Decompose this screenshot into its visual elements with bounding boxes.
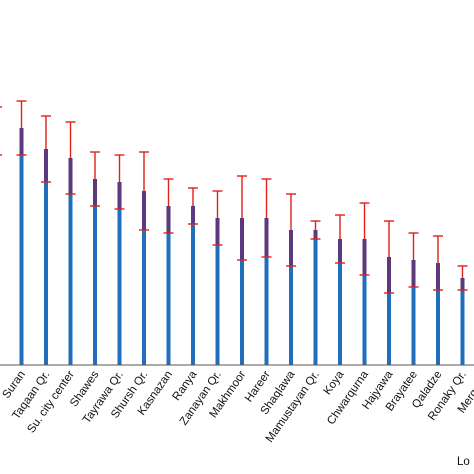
bar-error-overlap xyxy=(313,230,318,239)
bar-error-overlap xyxy=(338,239,342,263)
bar-error-overlap xyxy=(436,263,440,290)
error-bar xyxy=(65,121,76,195)
bar xyxy=(44,149,48,365)
bar xyxy=(68,158,73,365)
error-bar xyxy=(41,115,51,183)
bar-error-overlap xyxy=(411,260,416,287)
error-bar xyxy=(359,202,370,276)
bar-error-overlap xyxy=(166,206,171,233)
error-bar xyxy=(433,235,443,291)
bar-error-overlap xyxy=(117,182,122,209)
bar-error-overlap xyxy=(362,239,367,275)
error-bar xyxy=(408,232,419,288)
bar xyxy=(460,278,465,365)
error-bar xyxy=(163,178,174,234)
error-bar xyxy=(212,190,223,246)
error-bar xyxy=(384,220,394,294)
bar-error-overlap xyxy=(44,149,48,182)
bar xyxy=(166,206,171,365)
error-bar xyxy=(114,154,125,210)
error-bar xyxy=(188,187,198,225)
error-bar xyxy=(310,220,321,240)
bar-error-overlap xyxy=(460,278,465,290)
bar xyxy=(191,206,195,365)
category-label: Koya xyxy=(322,368,347,397)
bar-error-overlap xyxy=(387,257,391,293)
bar-error-overlap xyxy=(191,206,195,224)
bar xyxy=(19,128,24,365)
bar xyxy=(117,182,122,365)
bar xyxy=(313,230,318,365)
error-bar xyxy=(0,106,2,156)
bar-error-overlap xyxy=(289,230,293,266)
bar xyxy=(142,191,146,365)
error-bar xyxy=(16,100,27,156)
bar xyxy=(387,257,391,365)
bar xyxy=(338,239,342,365)
corner-label: Lo xyxy=(457,456,470,468)
bar xyxy=(362,239,367,365)
bar xyxy=(289,230,293,365)
bar xyxy=(93,179,97,365)
bar-error-overlap xyxy=(93,179,97,206)
error-bar xyxy=(335,214,345,264)
bar xyxy=(215,218,220,365)
error-bar xyxy=(261,178,272,258)
error-bar xyxy=(237,175,247,261)
error-bar xyxy=(139,151,149,231)
bar-error-overlap xyxy=(264,218,269,257)
bar-error-overlap xyxy=(215,218,220,245)
bars-layer xyxy=(19,128,465,365)
bar-error-overlap xyxy=(68,158,73,194)
bar xyxy=(240,218,244,365)
bar-error-overlap xyxy=(19,128,24,155)
error-bar xyxy=(90,151,100,207)
bar xyxy=(264,218,269,365)
bar xyxy=(411,260,416,365)
error-bar xyxy=(457,265,468,291)
bar xyxy=(436,263,440,365)
error-bar xyxy=(286,193,296,267)
bar-error-overlap xyxy=(142,191,146,230)
bar-error-overlap xyxy=(240,218,244,260)
error-bars-layer xyxy=(0,100,468,294)
